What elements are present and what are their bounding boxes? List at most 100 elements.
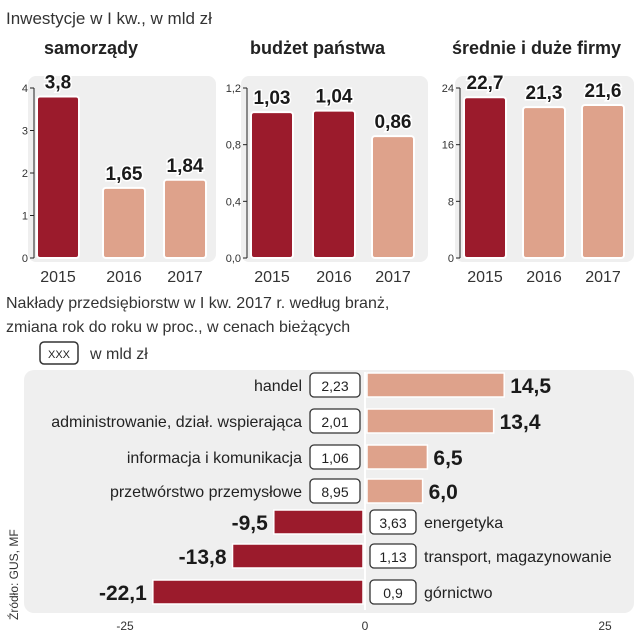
bar-2017 [371,135,415,260]
sector-label: transport, magazynowanie [424,549,612,566]
sector-row: 6,5 1,06 informacja i komunikacja [127,444,463,470]
panel-0: samorządy 0 1 2 3 4 3,8 2015 1,65 2016 1,84 2017 [22,38,216,286]
x-tick-label: 2017 [167,269,203,286]
panel-title: budżet państwa [250,38,386,58]
amount-value: 0,9 [383,585,403,601]
amount-value: 1,13 [379,549,406,565]
sector-label: handel [254,378,302,395]
amount-box [369,579,417,605]
x-tick-label: 2015 [40,269,76,286]
sector-bar [366,372,505,398]
sector-bar [366,478,424,504]
amount-box [309,372,361,398]
bar-2015 [250,111,294,260]
sector-bar [231,543,364,569]
panel-title: średnie i duże firmy [452,38,621,58]
x-tick-label: 2016 [106,269,142,286]
x-tick-label: 2016 [526,269,562,286]
x-tick-label: 0 [362,619,369,633]
amount-value: 1,06 [321,450,348,466]
x-tick-label: -25 [116,619,134,633]
sector-value: -22,1 [99,582,147,605]
amount-box [309,478,361,504]
y-tick-label: 0,0 [226,253,241,265]
value-label: 0,86 [375,112,412,133]
legend-label: w mld zł [89,346,148,363]
sector-value: 14,5 [510,375,551,398]
sector-chart: 14,5 2,23 handel 13,4 2,01 administrowanie, d… [51,372,612,633]
x-tick-label: 2015 [467,269,503,286]
legend-box [39,341,79,365]
bar-2016 [522,106,566,259]
sector-value: 6,0 [429,481,458,504]
x-tick-label: 25 [598,619,612,633]
sector-label: przetwórstwo przemysłowe [110,484,302,501]
bar-2016 [312,109,356,259]
amount-box [309,444,361,470]
sector-label: energetyka [424,515,503,532]
value-label: 21,3 [526,83,563,104]
sector-row: 6,0 8,95 przetwórstwo przemysłowe [110,478,458,504]
value-label: 22,7 [467,73,504,94]
subtitle-line1: Nakłady przedsiębiorstw w I kw. 2017 r. … [6,295,389,312]
amount-box [369,543,417,569]
sector-label: informacja i komunikacja [127,450,302,467]
y-tick-label: 8 [448,196,454,208]
sector-value: 13,4 [500,411,541,434]
y-tick-label: 0 [22,253,28,265]
sector-label: administrowanie, dział. wspierająca [51,414,302,431]
y-tick-label: 0,8 [226,140,241,152]
amount-value: 3,63 [379,515,406,531]
value-label: 3,8 [45,73,71,94]
value-label: 1,84 [167,156,204,177]
y-tick-label: 1 [22,211,28,223]
bar-2017 [581,104,625,259]
legend-box-text: XXX [48,349,71,361]
amount-value: 8,95 [321,484,348,500]
sector-row: -22,1 0,9 górnictwo [99,579,493,605]
sector-row: 13,4 2,01 administrowanie, dział. wspieraj… [51,408,541,434]
sector-row: -13,8 1,13 transport, magazynowanie [179,543,612,569]
x-tick-label: 2017 [375,269,411,286]
bar-2017 [163,178,207,259]
main-title: Inwestycje w I kw., w mld zł [6,9,212,28]
sector-value: -9,5 [232,512,269,535]
panel-1: budżet państwa 0,0 0,4 0,8 1,2 1,03 2015 1,04 20… [226,38,428,286]
y-tick-label: 3 [22,126,28,138]
bar-2015 [463,96,507,260]
sector-value: 6,5 [433,447,463,470]
panel-title: samorządy [44,38,138,58]
x-tick-label: 2015 [254,269,290,286]
sector-row: -9,5 3,63 energetyka [232,509,503,535]
x-tick-label: 2017 [585,269,621,286]
bar-2015 [36,95,80,259]
y-tick-label: 16 [442,140,454,152]
sector-bar [366,444,429,470]
value-label: 21,6 [585,81,622,102]
amount-value: 2,23 [321,378,348,394]
amount-box [309,408,361,434]
sector-bar [366,408,495,434]
y-tick-label: 0 [448,253,454,265]
sector-row: 14,5 2,23 handel [254,372,551,398]
y-tick-label: 4 [22,83,28,95]
sector-bar [273,509,364,535]
sector-label: górnictwo [424,585,493,602]
subtitle-line2: zmiana rok do roku w proc., w cenach bie… [6,319,350,336]
legend: XXX w mld zł [39,341,148,365]
y-tick-label: 1,2 [226,83,241,95]
panel-2: średnie i duże firmy 0 8 16 24 22,7 2015 21,3 20… [442,38,634,286]
bar-2016 [102,186,146,259]
amount-value: 2,01 [321,414,348,430]
value-label: 1,03 [254,88,291,109]
value-label: 1,65 [106,164,143,185]
amount-box [369,509,417,535]
y-tick-label: 2 [22,168,28,180]
source-note: Źródło: GUS, MF [6,529,21,620]
x-tick-label: 2016 [316,269,352,286]
y-tick-label: 24 [442,83,454,95]
y-tick-label: 0,4 [226,196,241,208]
value-label: 1,04 [316,87,353,108]
